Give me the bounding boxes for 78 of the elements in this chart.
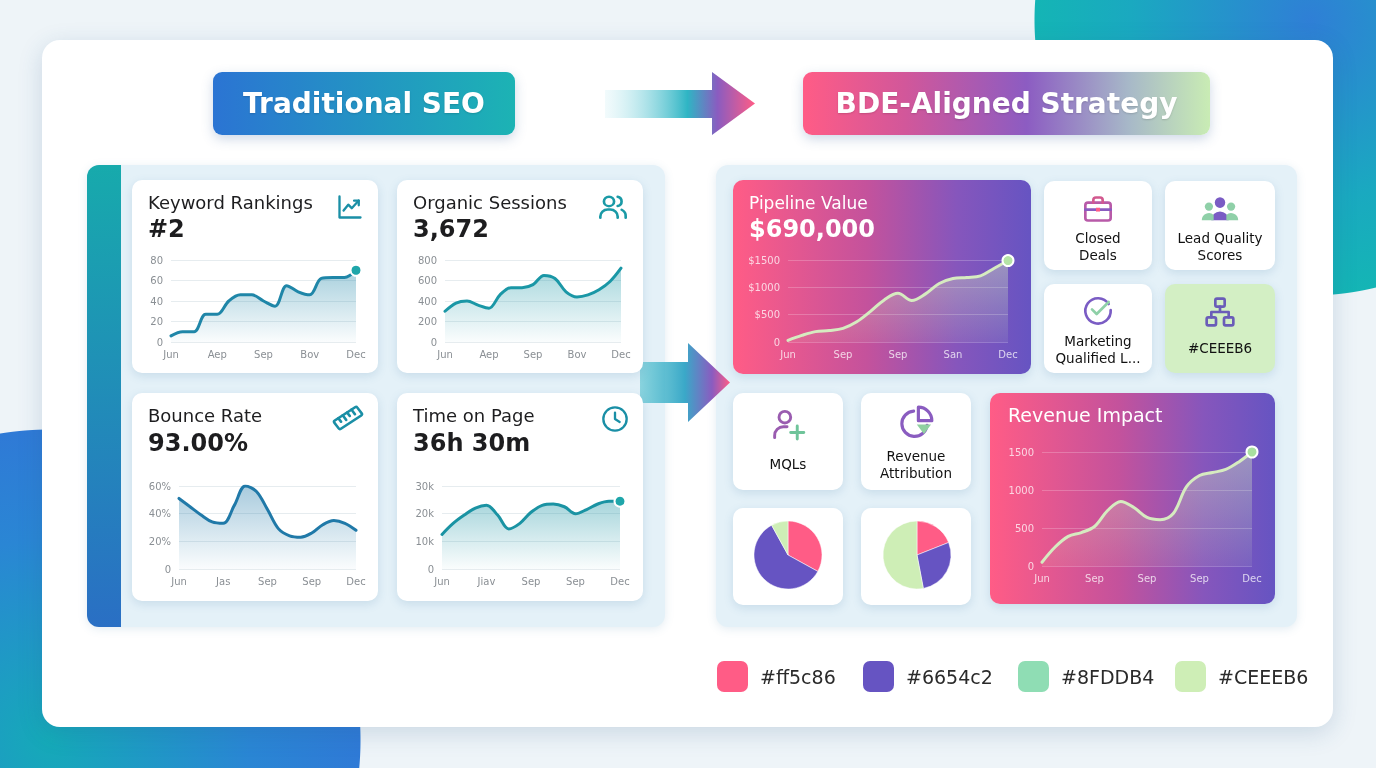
x-tick-label: Jun [436,348,453,360]
text: Traditional SEO [213,72,515,135]
text: #CEEEB6 [1218,665,1309,690]
x-tick-label: Sep [833,348,853,360]
y-tick-label: 0 [164,563,171,575]
x-tick-label: Dec [611,348,631,360]
x-tick-label: Sep [254,348,273,360]
x-tick-label: Bov [300,348,320,360]
y-tick-label: $1500 [748,254,780,266]
y-tick-label: 600 [417,275,437,286]
x-tick-label: Sep [523,348,543,360]
chart-title: Pipeline Value [749,192,868,214]
y-tick-label: 20k [415,508,435,520]
y-tick-label: 10k [415,535,435,547]
x-tick-label: Dec [998,348,1018,360]
x-tick-label: Dec [610,575,630,587]
text: #ff5c86 [760,665,836,690]
x-tick-label: Aep [479,348,499,360]
x-tick-label: Dec [346,575,366,587]
chart-title: Organic Sessions [413,192,567,214]
x-tick-label: Jun [1033,572,1050,584]
y-tick-label: 200 [417,316,437,327]
y-tick-label: 60 [150,275,163,286]
x-tick-label: Sep [566,575,585,587]
text: MQLs [768,456,808,473]
x-tick-label: Jas [215,575,231,587]
text: Marketing Qualified L... [1054,333,1142,367]
y-tick-label: 40% [148,508,171,520]
chart-title: Keyword Rankings [148,192,313,214]
y-tick-label: 1500 [1008,446,1034,458]
chart-title: Time on Page [413,405,535,427]
y-tick-label: 800 [417,254,437,266]
text: #8FDDB4 [1061,665,1155,690]
x-tick-label: Jun [779,348,796,360]
y-tick-label: 0 [156,336,163,348]
x-tick-label: Sep [258,575,277,587]
x-tick-label: Aep [207,348,227,360]
x-tick-label: Sep [521,575,541,587]
y-tick-label: 80 [150,254,163,266]
y-tick-label: 20% [148,535,171,547]
chart-subtitle: #2 [148,215,185,243]
y-tick-label: 1000 [1008,484,1034,496]
y-tick-label: 0 [430,336,437,348]
y-tick-label: 0 [1027,560,1034,572]
chart-subtitle: 93.00% [148,429,248,457]
text: Revenue Attribution [879,448,953,482]
x-tick-label: Dec [346,348,366,360]
x-tick-label: Sep [1137,572,1157,584]
y-tick-label: $1000 [748,281,780,293]
chart-title: Revenue Impact [1008,404,1163,426]
chart-subtitle: $690,000 [749,215,876,243]
x-tick-label: Jun [162,348,179,360]
y-tick-label: 400 [417,295,437,307]
y-tick-label: 30k [415,480,435,492]
text: #CEEEB6 [1186,340,1254,357]
y-tick-label: 20 [150,316,163,327]
text: Lead Quality Scores [1176,230,1264,264]
y-tick-label: 0 [427,563,434,575]
chart-subtitle: 36h 30m [413,429,531,457]
chart-subtitle: 3,672 [413,215,489,243]
x-tick-label: Sep [888,348,908,360]
x-tick-label: Bov [567,348,587,360]
y-tick-label: 40 [150,295,163,307]
x-tick-label: San [943,348,963,360]
x-tick-label: Jun [170,575,187,587]
y-tick-label: 500 [1014,522,1034,534]
y-tick-label: 0 [773,336,780,348]
x-tick-label: Jun [433,575,450,587]
x-tick-label: Jiav [476,575,496,587]
x-tick-label: Dec [1242,572,1262,584]
text: Closed Deals [1074,230,1122,264]
x-tick-label: Sep [1190,572,1209,584]
x-tick-label: Sep [1085,572,1104,584]
y-tick-label: $500 [754,309,780,321]
chart-title: Bounce Rate [148,405,263,427]
x-tick-label: Sep [302,575,322,587]
y-tick-label: 60% [148,480,171,492]
text: #6654c2 [906,665,993,690]
